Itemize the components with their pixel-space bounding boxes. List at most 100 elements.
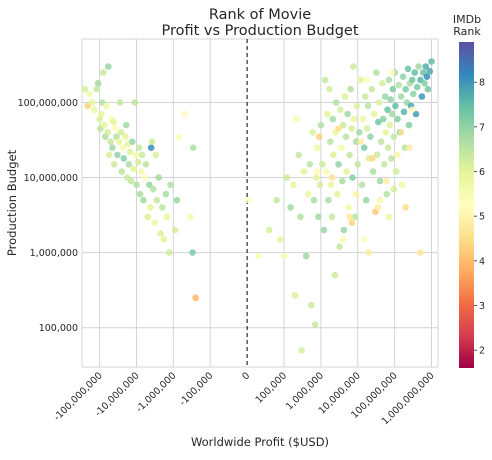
movie-point <box>189 144 197 151</box>
movie-point <box>423 73 431 80</box>
movie-point <box>290 181 297 189</box>
movie-point <box>147 144 155 151</box>
movie-point <box>370 110 378 118</box>
movie-point <box>319 161 326 168</box>
movie-point <box>339 177 346 185</box>
movie-point <box>390 133 398 140</box>
movie-point <box>181 110 188 118</box>
colorbar-tick-label: 8 <box>479 78 485 89</box>
movie-point <box>388 69 396 76</box>
movie-point <box>135 144 143 151</box>
colorbar-title-line-2: Rank <box>453 25 481 38</box>
movie-point <box>105 63 112 70</box>
colorbar-gradient <box>459 42 474 368</box>
movie-point <box>136 190 144 198</box>
colorbar-tick-label: 6 <box>479 167 485 178</box>
movie-point <box>360 144 368 151</box>
movie-point <box>317 121 325 129</box>
colorbar-tick-label: 4 <box>479 256 485 267</box>
movie-point <box>377 138 385 145</box>
movie-point <box>384 144 392 151</box>
movie-point <box>103 102 110 110</box>
movie-point <box>93 85 100 93</box>
movie-point <box>165 249 173 256</box>
movie-point <box>374 204 382 211</box>
movie-point <box>384 106 391 113</box>
movie-point <box>385 76 393 84</box>
movie-point <box>334 190 341 198</box>
movie-point <box>163 213 171 221</box>
movie-point <box>406 144 413 151</box>
movie-point <box>107 138 114 145</box>
y-tick-label: 100,000 <box>39 323 78 334</box>
movie-point <box>353 102 361 110</box>
movie-point <box>357 138 365 145</box>
movie-point <box>254 252 262 260</box>
movie-point <box>335 125 342 132</box>
movie-point <box>122 133 129 140</box>
movie-point <box>388 110 396 118</box>
movie-point <box>378 80 386 87</box>
movie-point <box>129 138 136 145</box>
movie-point <box>82 85 89 93</box>
movie-point <box>144 213 151 221</box>
movie-point <box>339 121 347 129</box>
movie-point <box>376 177 384 185</box>
movie-point <box>140 196 147 204</box>
movie-point <box>114 151 121 159</box>
movie-point <box>402 204 410 211</box>
movie-point <box>373 69 380 76</box>
x-tick-label: 100,000 <box>254 370 290 406</box>
movie-point <box>350 115 358 123</box>
movie-point <box>386 121 394 129</box>
plot-area <box>81 38 439 368</box>
movie-point <box>99 69 107 76</box>
movie-point <box>88 99 96 106</box>
movie-point <box>411 69 419 76</box>
movie-point <box>422 63 430 70</box>
movie-point <box>331 271 339 279</box>
movie-point <box>399 73 407 80</box>
movie-point <box>117 129 125 136</box>
movie-point <box>392 102 399 110</box>
movie-point <box>175 133 183 140</box>
movie-point <box>309 129 317 136</box>
movie-point <box>385 213 393 221</box>
movie-point <box>138 151 146 159</box>
movie-point <box>162 190 170 198</box>
movie-point <box>346 151 353 159</box>
x-tick-label: -100,000 <box>177 370 215 408</box>
movie-point <box>306 161 314 168</box>
movie-point <box>349 174 356 181</box>
movie-point <box>311 321 319 328</box>
movie-point <box>293 115 300 123</box>
movie-point <box>320 226 328 234</box>
movie-point <box>364 102 372 110</box>
movie-point <box>126 148 134 156</box>
movie-point <box>369 155 376 162</box>
colorbar-tick-label: 7 <box>479 122 485 133</box>
movie-point <box>363 125 371 132</box>
movie-point <box>323 168 330 175</box>
movie-point <box>152 151 160 159</box>
movie-point <box>315 213 322 221</box>
movie-point <box>127 177 135 185</box>
y-axis-label: Production Budget <box>5 149 19 256</box>
movie-point <box>408 106 416 113</box>
movie-point <box>324 110 331 118</box>
movie-point <box>413 83 421 91</box>
colorbar: IMDb Rank 2 3 4 5 6 7 8 <box>453 13 485 368</box>
movie-point <box>383 177 390 185</box>
colorbar-tick-label: 2 <box>479 346 485 357</box>
movie-point <box>148 138 156 145</box>
movie-point <box>287 204 294 211</box>
movie-point <box>159 204 166 211</box>
movie-point <box>308 301 315 309</box>
chart-title-line-1: Rank of Movie <box>209 7 311 23</box>
colorbar-tick-label: 3 <box>479 301 485 312</box>
movie-point <box>369 168 377 175</box>
movie-point <box>387 96 394 103</box>
movie-point <box>367 133 374 140</box>
movie-point <box>428 58 435 65</box>
